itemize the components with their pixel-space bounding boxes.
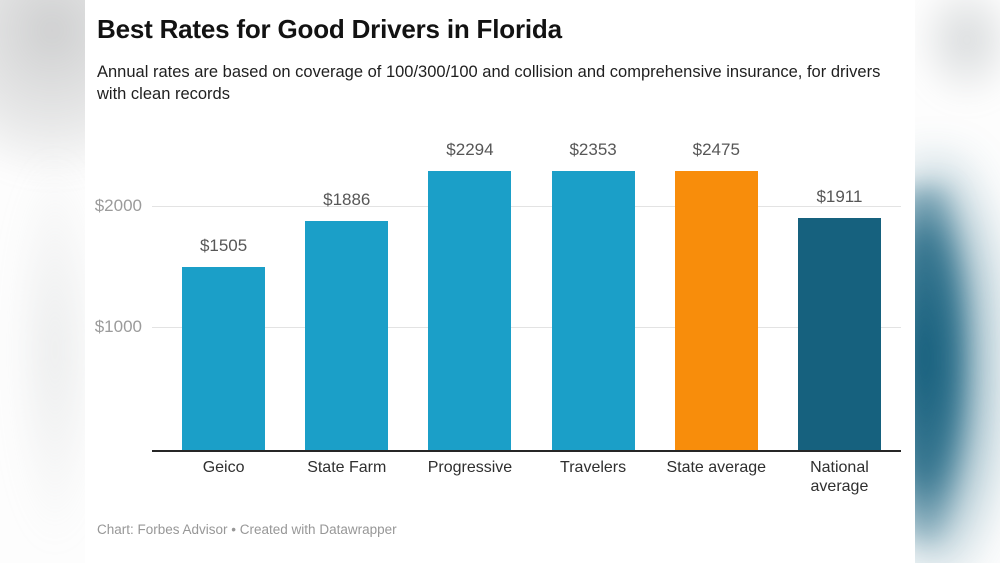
category-cell-state-farm: State Farm bbox=[285, 458, 408, 496]
category-label-geico: Geico bbox=[202, 459, 245, 476]
category-cell-progressive: Progressive bbox=[408, 458, 531, 496]
backdrop-blur-top-right bbox=[912, 0, 1000, 105]
gridline-1000 bbox=[152, 327, 901, 329]
category-cell-travelers: Travelers bbox=[532, 458, 655, 496]
bar-national-average bbox=[797, 217, 881, 450]
bar-slot-state-average: $2475 bbox=[655, 140, 778, 450]
category-label-state-farm: State Farm bbox=[307, 459, 387, 476]
value-label-progressive: $2294 bbox=[446, 140, 494, 160]
value-label-state-farm: $1886 bbox=[323, 189, 371, 209]
y-tick-label-2000: $2000 bbox=[94, 195, 142, 215]
bar-slot-geico: $1505 bbox=[162, 140, 285, 450]
bar-state-farm bbox=[305, 220, 389, 450]
bar-group: $1505 $1886 $2294 $2353 $2475 $1911 bbox=[152, 140, 901, 450]
category-axis: Geico State Farm Progressive Travelers State… bbox=[152, 458, 901, 496]
category-label-state-average: State average bbox=[666, 459, 767, 476]
bar-state-average bbox=[674, 171, 758, 450]
category-label-travelers: Travelers bbox=[560, 459, 627, 476]
bar-geico bbox=[182, 267, 266, 450]
chart-title: Best Rates for Good Drivers in Florida bbox=[97, 14, 562, 44]
gridline-2000 bbox=[152, 205, 901, 207]
bar-slot-state-farm: $1886 bbox=[285, 140, 408, 450]
value-label-travelers: $2353 bbox=[569, 140, 617, 159]
plot-area: $1505 $1886 $2294 $2353 $2475 $1911 $1000 $200… bbox=[95, 140, 901, 452]
bar-slot-travelers: $2353 bbox=[532, 140, 655, 450]
category-cell-geico: Geico bbox=[162, 458, 285, 496]
category-label-national-average: National average bbox=[810, 459, 869, 495]
bar-slot-national-average: $1911 bbox=[778, 140, 901, 450]
chart-card: Best Rates for Good Drivers in Florida A… bbox=[85, 0, 915, 563]
value-label-state-average: $2475 bbox=[692, 140, 740, 159]
y-tick-label-1000: $1000 bbox=[94, 317, 142, 337]
value-label-national-average: $1911 bbox=[816, 186, 863, 206]
backdrop-blur-teal-halo bbox=[900, 150, 1000, 563]
bar-slot-progressive: $2294 bbox=[408, 140, 531, 450]
category-label-progressive: Progressive bbox=[427, 459, 513, 476]
chart-credit: Chart: Forbes Advisor • Created with Dat… bbox=[97, 522, 397, 537]
value-label-geico: $1505 bbox=[199, 236, 248, 256]
category-cell-state-average: State average bbox=[655, 458, 778, 496]
category-cell-national-average: National average bbox=[778, 458, 901, 496]
bar-progressive bbox=[428, 171, 512, 450]
chart-subtitle: Annual rates are based on coverage of 10… bbox=[97, 63, 881, 103]
bar-travelers bbox=[551, 171, 635, 450]
